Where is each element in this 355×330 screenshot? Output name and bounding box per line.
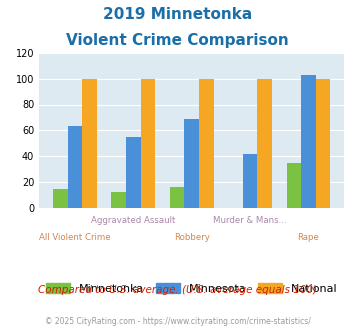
Bar bbox=[82, 79, 97, 208]
Text: Violent Crime Comparison: Violent Crime Comparison bbox=[66, 33, 289, 48]
Bar bbox=[243, 154, 257, 208]
Bar bbox=[111, 192, 126, 208]
Text: Compared to U.S. average. (U.S. average equals 100): Compared to U.S. average. (U.S. average … bbox=[38, 285, 317, 295]
Text: Aggravated Assault: Aggravated Assault bbox=[91, 216, 175, 225]
Text: © 2025 CityRating.com - https://www.cityrating.com/crime-statistics/: © 2025 CityRating.com - https://www.city… bbox=[45, 317, 310, 326]
Bar bbox=[316, 79, 331, 208]
Bar bbox=[67, 126, 82, 208]
Bar bbox=[286, 163, 301, 208]
Bar bbox=[53, 188, 67, 208]
Bar bbox=[170, 187, 184, 208]
Bar bbox=[257, 79, 272, 208]
Text: 2019 Minnetonka: 2019 Minnetonka bbox=[103, 7, 252, 21]
Bar bbox=[184, 119, 199, 208]
Text: Murder & Mans...: Murder & Mans... bbox=[213, 216, 287, 225]
Legend: Minnetonka, Minnesota, National: Minnetonka, Minnesota, National bbox=[42, 279, 342, 298]
Text: Rape: Rape bbox=[297, 233, 320, 242]
Bar bbox=[141, 79, 155, 208]
Bar bbox=[199, 79, 214, 208]
Text: Robbery: Robbery bbox=[174, 233, 210, 242]
Bar bbox=[301, 75, 316, 208]
Bar bbox=[126, 137, 141, 208]
Text: All Violent Crime: All Violent Crime bbox=[39, 233, 111, 242]
